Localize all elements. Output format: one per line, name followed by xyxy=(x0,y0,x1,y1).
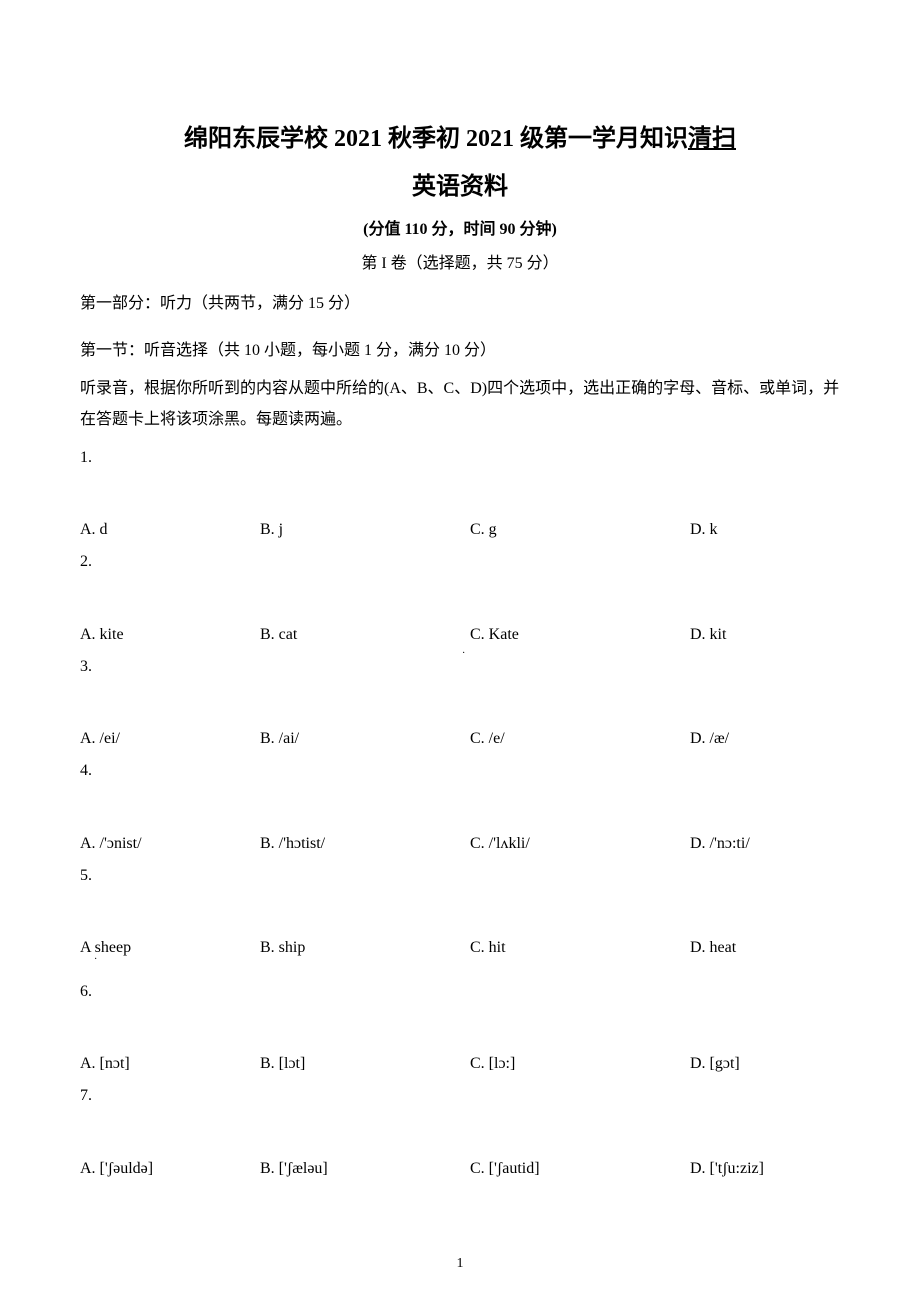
question-number: 6. xyxy=(80,977,840,1007)
options-row: A. /ei/ B. /ai/ C. /e/ D. /æ/ xyxy=(80,730,840,748)
page-title: 绵阳东辰学校 2021 秋季初 2021 级第一学月知识清扫 xyxy=(80,120,840,158)
option-c: C. g xyxy=(470,521,690,539)
option-d: D. /æ/ xyxy=(690,730,729,748)
option-b: B. cat xyxy=(260,626,470,644)
options-row: A. kite B. cat C. Kate D. kit xyxy=(80,626,840,644)
options-row: A. ['ʃəuldə] B. ['ʃæləu] C. ['ʃautid] D.… xyxy=(80,1160,840,1178)
listening-instruction: 听录音，根据你所听到的内容从题中所给的(A、B、C、D)四个选项中，选出正确的字… xyxy=(80,374,840,435)
page-number: 1 xyxy=(0,1256,920,1272)
option-d: D. k xyxy=(690,521,718,539)
paper-part-heading: 第 I 卷（选择题，共 75 分） xyxy=(80,249,840,273)
option-d: D. ['tʃu:ziz] xyxy=(690,1160,764,1178)
score-duration-line: (分值 110 分，时间 90 分钟) xyxy=(80,215,840,239)
option-c: C. /e/ xyxy=(470,730,690,748)
option-a: A. /ei/ xyxy=(80,730,260,748)
option-b: B. /ai/ xyxy=(260,730,470,748)
option-d: D. kit xyxy=(690,626,726,644)
options-row: A sheep B. ship C. hit D. heat xyxy=(80,939,840,957)
document-page: 绵阳东辰学校 2021 秋季初 2021 级第一学月知识清扫 英语资料 (分值 … xyxy=(0,0,920,1302)
question-number: 2. xyxy=(80,547,840,577)
option-c: C. Kate xyxy=(470,626,690,644)
option-a: A sheep xyxy=(80,939,260,957)
option-b: B. ship xyxy=(260,939,470,957)
subject-title: 英语资料 xyxy=(80,166,840,201)
option-a: A. /'ɔnist/ xyxy=(80,835,260,853)
option-b: B. [lɔt] xyxy=(260,1055,470,1073)
section-1-heading: 第一部分：听力（共两节，满分 15 分） xyxy=(80,289,840,319)
option-b: B. j xyxy=(260,521,470,539)
option-d: D. heat xyxy=(690,939,736,957)
option-b: B. /'hɔtist/ xyxy=(260,835,470,853)
option-c: C. hit xyxy=(470,939,690,957)
question-number: 4. xyxy=(80,756,840,786)
question-number: 7. xyxy=(80,1081,840,1111)
option-c: C. /'lʌkli/ xyxy=(470,835,690,853)
option-a: A. d xyxy=(80,521,260,539)
option-d: D. /'nɔ:ti/ xyxy=(690,835,750,853)
option-a: A. kite xyxy=(80,626,260,644)
options-row: A. [nɔt] B. [lɔt] C. [lɔ:] D. [gɔt] xyxy=(80,1055,840,1073)
dot-marker: · xyxy=(94,954,97,965)
question-number: 5. xyxy=(80,861,840,891)
center-dot-marker: · xyxy=(462,648,465,659)
options-row: A. d B. j C. g D. k xyxy=(80,521,840,539)
option-d: D. [gɔt] xyxy=(690,1055,740,1073)
option-b: B. ['ʃæləu] xyxy=(260,1160,470,1178)
title-prefix: 绵阳东辰学校 2021 秋季初 2021 级第一学月知识 xyxy=(184,126,688,152)
options-row: A. /'ɔnist/ B. /'hɔtist/ C. /'lʌkli/ D. … xyxy=(80,835,840,853)
question-number: 1. xyxy=(80,443,840,473)
option-c: C. [lɔ:] xyxy=(470,1055,690,1073)
option-a: A. ['ʃəuldə] xyxy=(80,1160,260,1178)
title-underlined: 清扫 xyxy=(688,126,736,152)
option-c: C. ['ʃautid] xyxy=(470,1160,690,1178)
question-number: 3. xyxy=(80,652,840,682)
subsection-1-heading: 第一节：听音选择（共 10 小题，每小题 1 分，满分 10 分） xyxy=(80,336,840,366)
option-a: A. [nɔt] xyxy=(80,1055,260,1073)
